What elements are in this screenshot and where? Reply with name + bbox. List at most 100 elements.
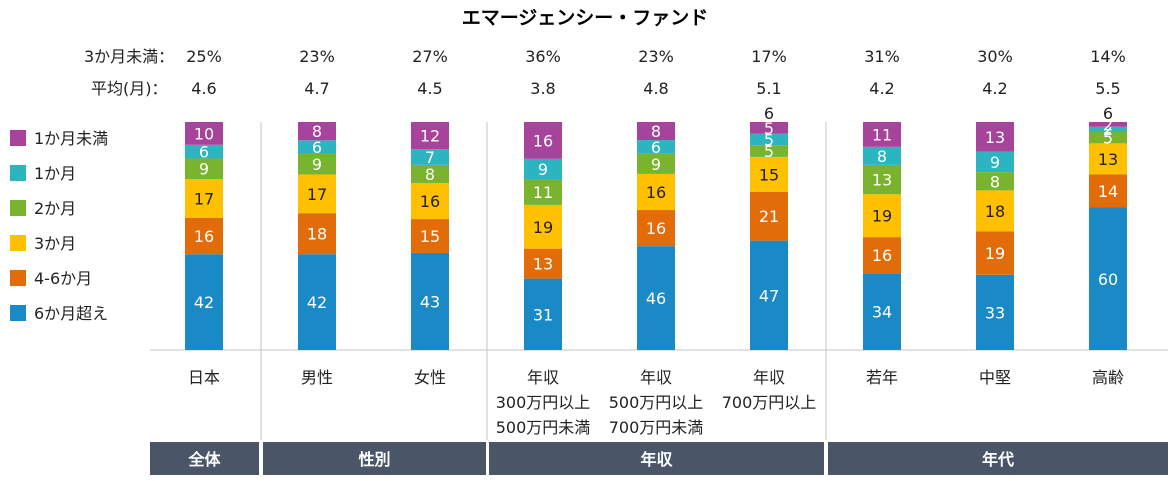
less-than-3-months-value: 23%: [638, 47, 674, 66]
segment-value-label: 34: [872, 303, 892, 322]
segment-value-label: 9: [990, 153, 1000, 172]
segment-value-label: 9: [199, 160, 209, 179]
segment-value-label: 13: [985, 128, 1005, 147]
bar-segment: [863, 146, 901, 165]
segment-value-label: 46: [646, 289, 666, 308]
segment-value-label: 18: [307, 225, 327, 244]
segment-value-label: 16: [646, 183, 666, 202]
bar-segment: [185, 254, 223, 350]
segment-value-label: 42: [194, 293, 214, 312]
category-label: 700万円以上: [722, 393, 817, 412]
group-bar: 全体 性別 年収 年代: [150, 442, 1168, 475]
segment-value-label: 21: [759, 207, 779, 226]
segment-value-label: 5: [1103, 128, 1113, 147]
group-header-cell: [150, 442, 259, 475]
segment-value-label: 2: [1103, 120, 1113, 139]
bar-segment: [185, 179, 223, 218]
less-than-3-months-value: 25%: [186, 47, 222, 66]
bar-segment: [411, 164, 449, 183]
group-header-cell: [263, 442, 486, 475]
less-than-3-months-label: 3か月未満：: [84, 47, 174, 66]
bar-segment: [637, 246, 675, 350]
segment-value-label: 12: [420, 127, 440, 146]
bar-segment: [976, 231, 1014, 275]
bar-segment: [411, 219, 449, 253]
bar-segment: [298, 122, 336, 141]
bar-segment: [185, 122, 223, 145]
bar-segment: [524, 179, 562, 205]
bar-segment: [298, 174, 336, 214]
segment-value-label: 19: [872, 207, 892, 226]
less-than-3-months-value: 27%: [412, 47, 448, 66]
bar-segment: [976, 274, 1014, 350]
category-label: 高齢: [1092, 368, 1124, 387]
bar-segment: [524, 122, 562, 159]
segment-value-label: 6: [199, 143, 209, 162]
average-months-value: 4.2: [982, 79, 1007, 98]
segment-value-label: 8: [425, 165, 435, 184]
bar-segment: [637, 122, 675, 141]
average-months-value: 5.5: [1095, 79, 1120, 98]
segment-value-label: 16: [420, 192, 440, 211]
segment-value-label: 17: [307, 185, 327, 204]
segment-value-label: 9: [538, 160, 548, 179]
bar-segment: [1089, 131, 1127, 144]
bar-segment: [976, 190, 1014, 232]
legend-swatch: [10, 305, 26, 321]
bar-segment: [750, 240, 788, 350]
average-months-value: 4.6: [191, 79, 216, 98]
segment-value-label: 8: [990, 172, 1000, 191]
segment-value-label: 16: [194, 227, 214, 246]
average-months-value: 5.1: [756, 79, 781, 98]
category-label: 女性: [414, 368, 446, 387]
segment-value-label: 31: [533, 305, 553, 324]
segment-value-label: 6: [651, 138, 661, 157]
bar-segment: [524, 278, 562, 350]
segment-value-label: 19: [533, 218, 553, 237]
segment-value-label: 11: [872, 125, 892, 144]
legend-label: 1か月未満: [34, 129, 108, 148]
category-label: 500万円以上: [609, 393, 704, 412]
bar-segment: [411, 182, 449, 220]
legend-label: 6か月超え: [34, 304, 108, 323]
less-than-3-months-value: 23%: [299, 47, 335, 66]
legend-swatch: [10, 235, 26, 251]
bar-segment: [637, 210, 675, 247]
segment-value-label: 47: [759, 286, 779, 305]
bar-segment: [637, 173, 675, 211]
segment-value-label: 8: [877, 147, 887, 166]
segment-value-label: 9: [312, 155, 322, 174]
legend-label: 2か月: [34, 199, 76, 218]
bar-segment: [411, 252, 449, 350]
bar-segment: [298, 254, 336, 350]
segment-value-label: 8: [651, 122, 661, 141]
group-header-cell: [489, 442, 824, 475]
segment-value-label: 43: [420, 292, 440, 311]
segment-value-label: 13: [872, 171, 892, 190]
average-months-value: 4.7: [304, 79, 329, 98]
average-months-value: 3.8: [530, 79, 555, 98]
segment-value-label: 5: [764, 119, 774, 138]
bar-segment: [185, 158, 223, 179]
bar-segment: [976, 151, 1014, 173]
bar-segment: [750, 133, 788, 146]
category-label: 年収: [640, 368, 672, 387]
bar-top-label: 6: [1103, 104, 1113, 123]
less-than-3-months-value: 17%: [751, 47, 787, 66]
bar-segment: [185, 144, 223, 159]
segment-value-label: 16: [533, 131, 553, 150]
bar-segment: [1089, 143, 1127, 175]
bar-segment: [863, 164, 901, 195]
category-label: 若年: [866, 368, 898, 387]
category-label: 日本: [188, 368, 220, 387]
segment-value-label: 15: [759, 165, 779, 184]
less-than-3-months-value: 31%: [864, 47, 900, 66]
bar-segment: [524, 204, 562, 249]
average-months-value: 4.8: [643, 79, 668, 98]
bar-segment: [1089, 122, 1127, 127]
legend-swatch: [10, 270, 26, 286]
bar-segment: [1089, 126, 1127, 132]
category-label: 500万円未満: [496, 418, 591, 437]
segment-value-label: 5: [764, 130, 774, 149]
